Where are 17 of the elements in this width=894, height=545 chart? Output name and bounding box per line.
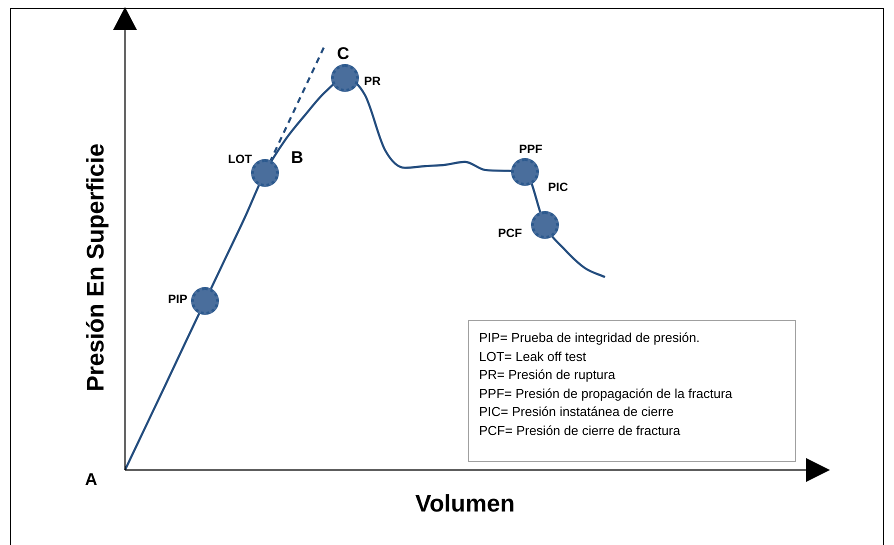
- annotation: PIC= Presión instatánea de cierre: [479, 403, 675, 421]
- annotation: C: [337, 44, 350, 64]
- y-axis-title: Presión En Superficie: [82, 143, 110, 392]
- annotation: PR: [364, 74, 381, 88]
- annotation: PR= Presión de ruptura: [479, 366, 616, 384]
- annotation: PCF= Presión de cierre de fractura: [479, 422, 682, 440]
- annotation: PCF: [498, 226, 522, 240]
- annotation: B: [291, 148, 304, 168]
- x-axis-title: Volumen: [415, 490, 515, 518]
- text: A: [85, 470, 98, 490]
- annotation: PIC: [548, 180, 568, 194]
- annotation: LOT: [228, 152, 252, 166]
- annotation: LOT= Leak off test: [479, 348, 588, 366]
- annotation: PIP: [168, 292, 188, 306]
- annotation: PIP= Prueba de integridad de presión.: [479, 329, 701, 347]
- annotation: PPF: [519, 142, 542, 156]
- annotation: PPF= Presión de propagación de la fractura: [479, 384, 734, 403]
